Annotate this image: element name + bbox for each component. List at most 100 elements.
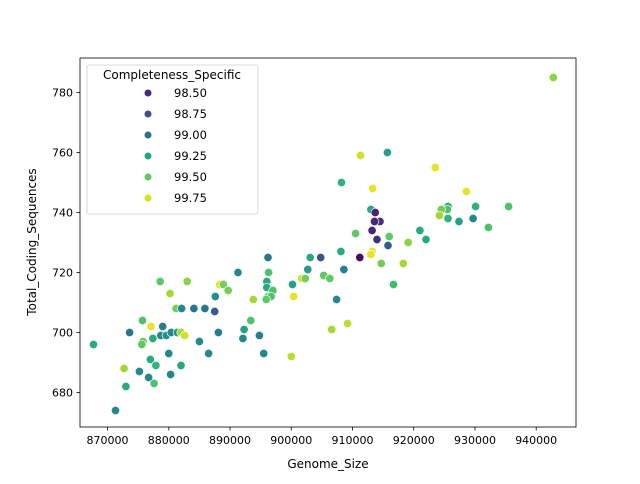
data-point xyxy=(166,369,176,380)
data-point xyxy=(164,348,174,359)
data-point xyxy=(88,339,99,350)
data-point xyxy=(355,150,366,161)
x-tick-label: 880000 xyxy=(148,434,190,447)
x-tick-label: 920000 xyxy=(393,434,435,447)
data-point xyxy=(151,360,161,371)
data-point xyxy=(286,351,296,362)
data-point xyxy=(434,210,444,221)
data-point xyxy=(248,294,258,305)
data-point xyxy=(134,366,144,377)
data-point xyxy=(351,228,361,239)
data-point xyxy=(137,315,148,326)
data-point xyxy=(287,279,298,290)
data-point xyxy=(254,330,264,341)
data-point xyxy=(223,285,233,296)
data-point xyxy=(370,207,380,218)
data-point xyxy=(343,318,353,329)
data-point xyxy=(213,327,223,338)
x-tick-label: 890000 xyxy=(209,434,251,447)
y-axis-label: Total_Coding_Sequences xyxy=(25,168,39,316)
data-point xyxy=(461,186,471,197)
data-point xyxy=(246,315,256,326)
y-tick-label: 740 xyxy=(52,207,73,220)
data-point xyxy=(146,321,156,332)
data-point xyxy=(110,405,121,416)
data-point xyxy=(316,252,326,263)
data-point xyxy=(336,246,346,257)
x-tick-label: 940000 xyxy=(515,434,557,447)
x-tick-label: 870000 xyxy=(87,434,129,447)
data-point xyxy=(504,201,514,212)
data-point xyxy=(548,72,558,83)
data-point xyxy=(454,216,464,227)
legend-marker xyxy=(144,131,152,139)
y-axis-ticks: 680 700 720 740 760 780 xyxy=(52,87,80,400)
data-point xyxy=(383,240,393,251)
legend-marker xyxy=(144,194,152,202)
legend-entry-label: 99.00 xyxy=(174,128,207,142)
y-tick-label: 680 xyxy=(52,387,73,400)
data-point xyxy=(119,363,129,374)
data-point xyxy=(210,306,220,317)
data-point xyxy=(155,276,165,287)
legend-title: Completeness_Specific xyxy=(103,68,241,82)
legend-entry-label: 99.75 xyxy=(174,191,207,205)
y-tick-label: 780 xyxy=(52,87,73,100)
data-point xyxy=(327,324,337,335)
data-point xyxy=(289,291,299,302)
legend-marker xyxy=(144,152,152,160)
data-point xyxy=(366,249,376,260)
data-point xyxy=(165,288,175,299)
data-point xyxy=(263,252,273,263)
data-point xyxy=(367,225,377,236)
data-point xyxy=(218,279,228,290)
data-point xyxy=(372,234,382,245)
data-point xyxy=(468,213,478,224)
y-tick-label: 760 xyxy=(52,147,73,160)
data-point xyxy=(261,294,271,305)
data-point xyxy=(300,273,310,284)
legend-entry-label: 99.50 xyxy=(174,170,207,184)
data-point xyxy=(177,303,187,314)
x-axis-label: Genome_Size xyxy=(287,457,368,471)
data-point xyxy=(145,354,155,365)
y-tick-label: 720 xyxy=(52,267,73,280)
data-point xyxy=(388,279,399,290)
data-point xyxy=(430,162,440,173)
data-point xyxy=(158,321,168,332)
data-point xyxy=(176,360,186,371)
data-points xyxy=(88,72,558,416)
data-point xyxy=(200,303,210,314)
data-point xyxy=(144,372,154,383)
data-point xyxy=(264,267,274,278)
data-point xyxy=(204,348,214,359)
legend-entry-label: 99.25 xyxy=(174,149,207,163)
data-point xyxy=(125,327,135,338)
data-point xyxy=(336,177,347,188)
legend-marker xyxy=(144,89,152,97)
data-point xyxy=(403,237,413,248)
data-point xyxy=(182,276,192,287)
x-tick-label: 910000 xyxy=(331,434,373,447)
y-tick-label: 700 xyxy=(52,327,73,340)
data-point xyxy=(189,303,199,314)
data-point xyxy=(369,216,380,227)
data-point xyxy=(415,225,425,236)
data-point xyxy=(305,252,315,263)
data-point xyxy=(303,264,313,275)
data-point xyxy=(210,291,220,302)
data-point xyxy=(259,348,269,359)
legend-box xyxy=(86,64,259,215)
x-tick-label: 930000 xyxy=(454,434,496,447)
data-point xyxy=(398,258,408,269)
data-point xyxy=(384,231,394,242)
x-tick-label: 900000 xyxy=(270,434,312,447)
legend-marker xyxy=(144,110,152,118)
data-point xyxy=(233,267,243,278)
data-point xyxy=(376,258,386,269)
data-point xyxy=(194,336,204,347)
legend-entry-label: 98.50 xyxy=(174,86,207,100)
data-point xyxy=(238,333,248,344)
data-point xyxy=(137,339,147,350)
data-point xyxy=(332,294,342,305)
